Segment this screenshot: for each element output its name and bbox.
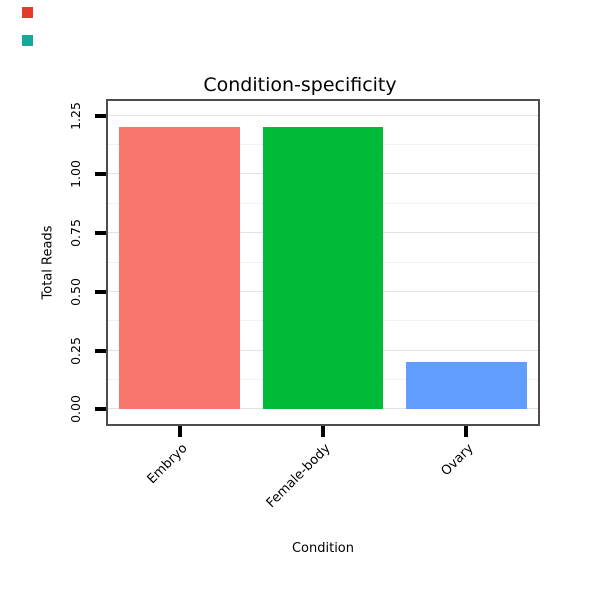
top-left-teal-mark bbox=[22, 35, 33, 46]
y-axis-tick-label: 0.75 bbox=[68, 219, 83, 248]
y-axis-tick bbox=[95, 172, 106, 177]
chart-title: Condition-specificity bbox=[203, 74, 397, 96]
x-axis-tick bbox=[464, 426, 469, 437]
bar-female-body bbox=[262, 127, 384, 410]
y-axis-label: Total Reads bbox=[40, 225, 56, 300]
x-axis-tick bbox=[321, 426, 325, 437]
x-axis-tick-label: Ovary bbox=[438, 441, 477, 480]
y-axis-tick bbox=[95, 231, 106, 236]
x-axis-tick-label: Female-body bbox=[263, 441, 334, 511]
y-axis-tick bbox=[95, 289, 106, 294]
bar-embryo bbox=[119, 127, 240, 410]
plot-panel bbox=[106, 99, 540, 426]
y-axis-tick-label: 1.00 bbox=[68, 160, 83, 189]
y-axis-tick-label: 0.25 bbox=[68, 336, 83, 365]
grid-major-line bbox=[108, 114, 538, 116]
x-axis-tick-label: Embryo bbox=[144, 441, 191, 488]
y-axis-tick bbox=[95, 348, 106, 353]
top-left-red-mark bbox=[22, 7, 33, 18]
x-axis-tick bbox=[177, 426, 182, 437]
x-axis-label: Condition bbox=[291, 541, 355, 556]
y-axis-tick-label: 0.50 bbox=[68, 277, 83, 306]
bar-ovary bbox=[406, 362, 527, 410]
y-axis-tick bbox=[95, 407, 106, 412]
y-axis-tick-label: 1.25 bbox=[68, 101, 83, 130]
y-axis-tick-label: 0.00 bbox=[68, 395, 83, 424]
y-axis-tick bbox=[95, 113, 106, 118]
